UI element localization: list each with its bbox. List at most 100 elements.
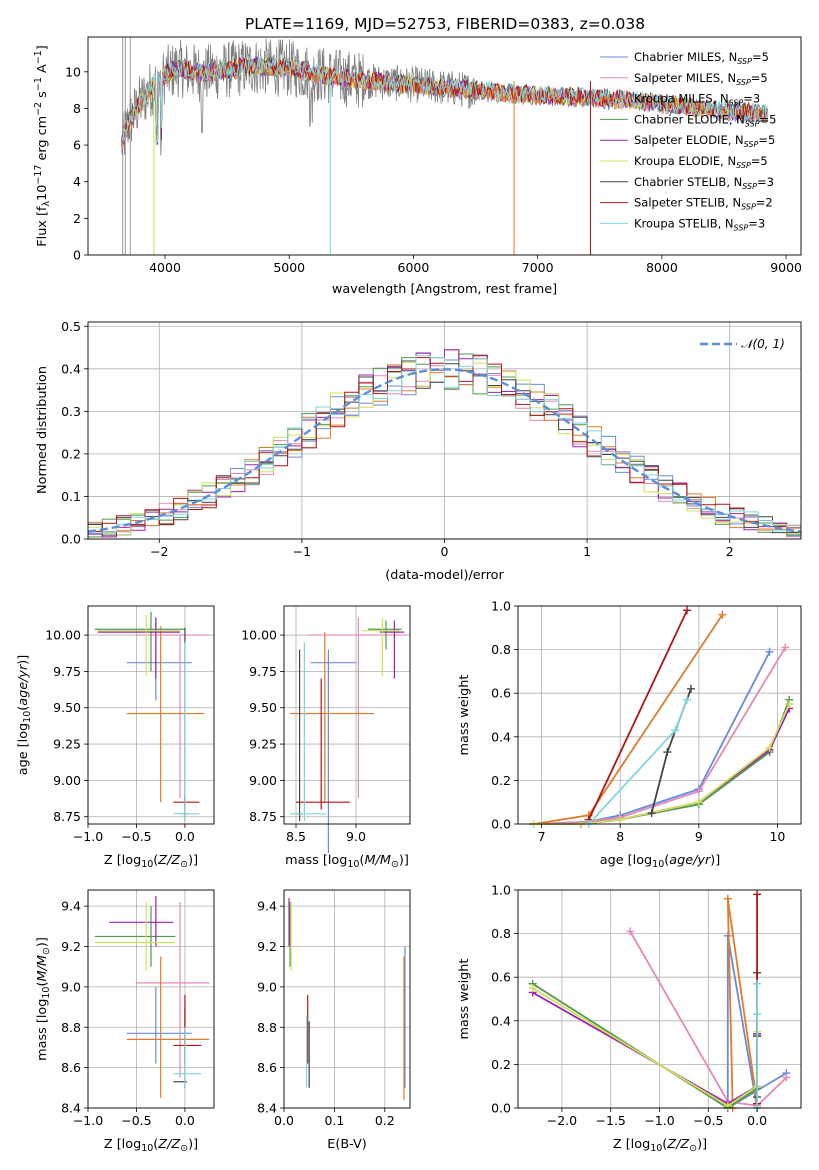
axes-frame [87,889,215,1109]
legend-text: =5 [758,133,775,147]
x-axis-label-part: 10 [141,1143,153,1154]
y-tick-label: 8.8 [257,1020,277,1035]
x-axis-label-part: Z [log [104,853,141,868]
y-tick-label: 8.4 [61,1101,81,1116]
x-tick-label: −1.0 [73,1113,103,1128]
y-tick-label: 9.25 [249,737,277,752]
x-axis-label-part: Z/Z [666,1137,689,1152]
x-tick-label: 8.5 [286,829,306,844]
series-marker [686,684,695,693]
errorbar-kroupa-elodie [362,617,400,676]
y-tick-label: 0.4 [491,729,511,744]
y-axis-label-part: age [log [16,723,31,775]
axes-frame [87,605,215,825]
x-axis-label-part: mass [log [285,853,347,868]
y-axis-label-part: age/yr [16,664,31,706]
y-tick-label: 1.0 [491,883,511,898]
legend-subscript: SSP [729,99,744,108]
y-axis-label: mass [log10(M/M⊙)] [35,937,52,1061]
errorbar-kroupa-stelib [173,1027,202,1088]
x-axis-label-part: 10 [347,859,359,870]
legend-label-salpeter-stelib: Salpeter STELIB, NSSP=2 [634,196,773,212]
series-marker [671,726,680,735]
y-tick-label: 9.0 [257,979,277,994]
legend-text: =5 [751,154,768,168]
mass-vs-extinction-panel: 0.0 0.1 0.2 8.4 8.6 8.8 9.0 9.2 9.4 E(B-V) [257,889,411,1152]
y-tick-label: 0 [73,248,81,263]
y-axis-label-part: )] [35,937,50,947]
x-axis-label-part: 10 [650,1143,662,1154]
errorbar-chabrier-elodie [94,611,185,672]
y-axis-label-part: 10 [35,185,50,201]
y-tick-label: 9.00 [53,773,81,788]
legend-subscript: SSP [742,182,757,191]
series-marker [781,643,790,652]
y-tick-label: 8.75 [53,809,81,824]
x-axis-label-part: )] [188,853,198,868]
y-tick-label: 0.0 [491,817,511,832]
y-tick-label: 0.1 [61,489,81,504]
y-axis-label-part: −1 [33,50,44,64]
y-axis-label: Flux [fλ10−17 erg cm−2 s−1 A−1] [33,45,52,246]
y-tick-label: 9.75 [53,664,81,679]
plot-area [87,349,802,538]
y-tick-label: 1.0 [491,599,511,614]
legend-label-kroupa-stelib: Kroupa STELIB, NSSP=3 [634,216,765,232]
legend-text: Chabrier STELIB, N [634,175,742,189]
y-axis-label: Normed distribution [35,366,50,494]
plot-area [290,617,407,854]
x-tick-label: −1.0 [73,829,103,844]
x-axis-label-part: ( [359,853,364,868]
y-tick-label: 8.8 [61,1020,81,1035]
y-tick-label: 0.2 [491,773,511,788]
figure-title: PLATE=1169, MJD=52753, FIBERID=0383, z=0… [245,15,645,33]
errorbar-kroupa-elodie [97,614,181,676]
x-axis-label-part: ( [662,1137,667,1152]
x-axis-label-part: )] [188,1137,198,1152]
x-axis-label-part: M/M [364,853,390,868]
legend-text: =5 [760,112,777,126]
legend-text: =3 [757,175,774,189]
x-tick-label: 10 [769,829,785,844]
y-axis-label-part: λ [41,201,52,207]
errorbar-chabrier-elodie [368,620,402,650]
y-axis-label-part: ( [16,706,31,711]
legend-text: =3 [748,216,765,230]
legend-subscript: SSP [737,57,752,66]
series-marker [765,647,774,656]
x-axis-label: Z [log10(Z/Z⊙)] [613,1137,707,1154]
x-tick-label: 8 [616,829,624,844]
legend-text: =2 [756,196,773,210]
x-tick-label: 5000 [273,260,305,275]
x-axis-label-part: age/yr [669,853,711,868]
errorbar-chabrier-miles [310,649,356,854]
x-tick-label: −2 [150,544,168,559]
x-tick-label: 2 [726,544,734,559]
y-axis-label: mass weight [457,675,472,756]
legend-text: Salpeter MILES, N [634,71,736,85]
y-tick-label: 8.6 [257,1060,277,1075]
plot-area [94,896,210,1098]
y-tick-label: 0.6 [491,686,511,701]
y-axis-label-part: erg cm [35,116,50,165]
legend-text: Chabrier ELODIE, N [634,112,745,126]
x-axis-label-part: )] [710,853,720,868]
x-axis-label: E(B-V) [327,1137,366,1152]
y-tick-label: 0.2 [491,1057,511,1072]
x-axis-label: Z [log10(Z/Z⊙)] [104,853,198,870]
y-axis-label-part: −17 [33,165,44,185]
y-tick-label: 0.4 [491,1013,511,1028]
series-line [629,930,788,1107]
x-tick-label: 0.0 [175,829,195,844]
legend-subscript: SSP [744,140,759,149]
legend-text: Kroupa ELODIE, N [634,154,736,168]
errorbar-chabrier-elodie [94,906,176,967]
plot-area [121,37,768,255]
y-tick-label: 0.8 [491,926,511,941]
x-tick-label: 6000 [398,260,430,275]
y-axis-label-part: s [35,91,50,102]
series-marker [785,700,794,709]
y-axis-label-part: 10 [22,711,33,723]
series-marker [647,809,656,818]
series-marker [765,743,774,752]
